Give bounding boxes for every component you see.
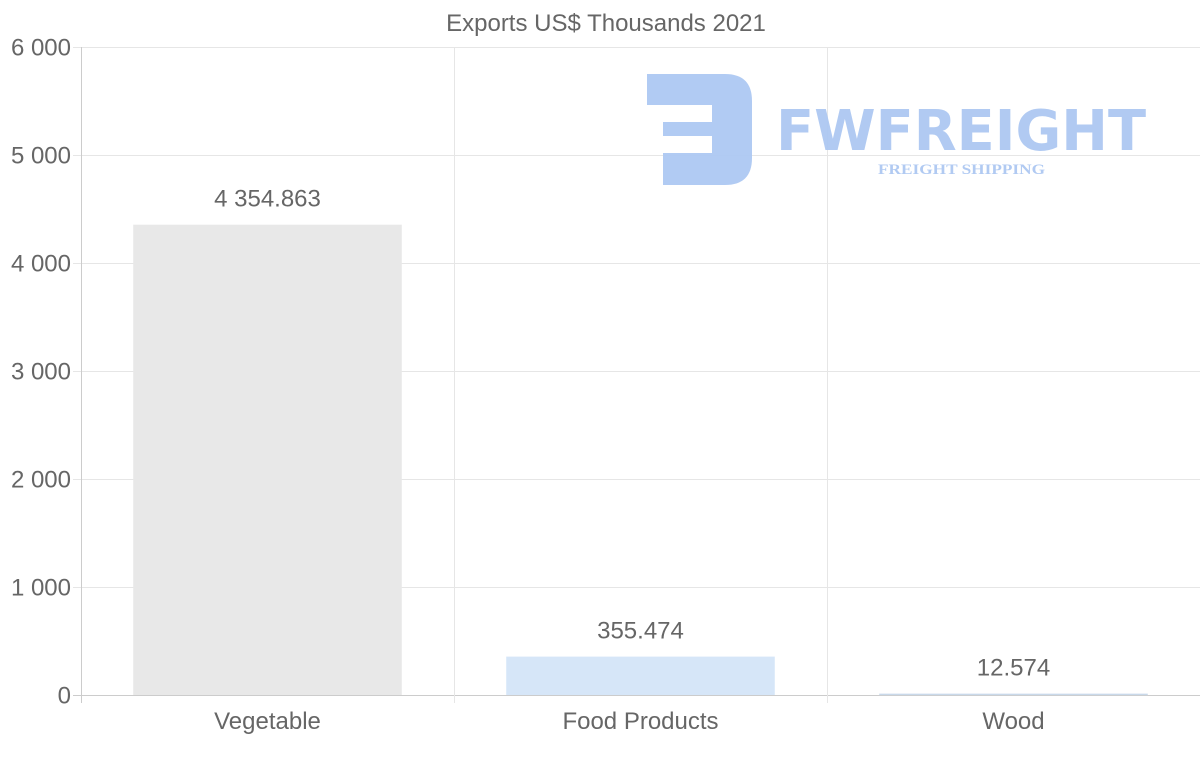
x-tick-label: Food Products — [562, 708, 718, 735]
bar — [133, 224, 402, 695]
data-label: 355.474 — [597, 618, 684, 645]
watermark-tagline: FREIGHT SHIPPING — [878, 162, 1045, 178]
bar — [879, 693, 1148, 696]
bar — [506, 656, 775, 695]
y-tick-label: 5 000 — [11, 143, 71, 170]
y-tick-label: 4 000 — [11, 251, 71, 278]
data-label: 4 354.863 — [214, 186, 321, 213]
watermark-brand: FWFREIGHT — [776, 99, 1146, 164]
chart-title: Exports US$ Thousands 2021 — [446, 10, 766, 37]
data-label: 12.574 — [977, 655, 1050, 682]
fwfreight-logo-icon — [647, 74, 752, 185]
bars — [133, 224, 1148, 696]
fwfreight-watermark-logo: FWFREIGHT FREIGHT SHIPPING — [647, 74, 1146, 185]
y-tick-label: 0 — [58, 683, 71, 710]
x-tick-label: Wood — [982, 708, 1044, 735]
x-tick-label: Vegetable — [214, 708, 321, 735]
y-tick-label: 2 000 — [11, 467, 71, 494]
y-tick-label: 3 000 — [11, 359, 71, 386]
y-tick-label: 6 000 — [11, 35, 71, 62]
y-tick-label: 1 000 — [11, 575, 71, 602]
